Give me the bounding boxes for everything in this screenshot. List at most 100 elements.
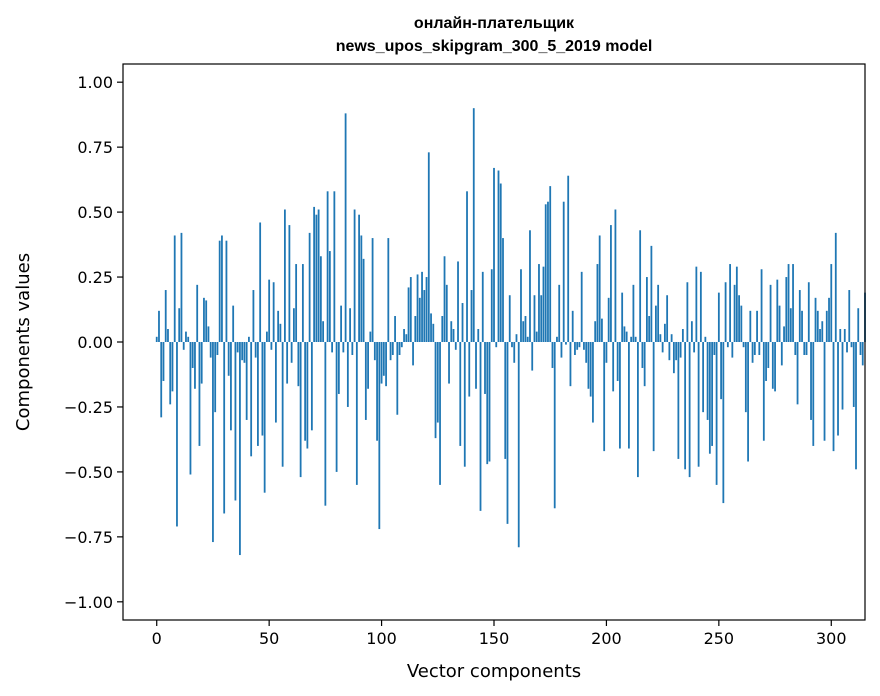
bar-249 [715,342,718,485]
bar-87 [351,342,354,355]
bar-235 [684,342,687,470]
bar-290 [807,282,810,342]
bar-295 [819,329,821,342]
x-tick-label: 150 [479,629,510,648]
bar-2 [160,342,163,418]
bar-264 [749,310,752,342]
bar-210 [628,342,630,449]
bar-260 [740,305,743,342]
bar-32 [227,342,230,376]
bar-169 [535,331,538,342]
bar-155 [504,342,507,459]
bar-154 [502,238,504,342]
bar-96 [371,238,374,342]
bar-141 [472,108,475,343]
bar-62 [295,264,298,342]
bar-263 [747,342,749,462]
bar-292 [812,342,815,446]
bar-149 [490,269,493,342]
bar-213 [634,336,637,342]
bar-42 [250,342,253,457]
bar-197 [598,235,601,342]
bar-222 [654,305,657,342]
bar-23 [207,326,210,342]
bar-64 [299,342,302,478]
bar-145 [481,271,484,342]
bar-258 [735,266,738,342]
bar-128 [443,256,446,342]
bar-129 [445,284,448,342]
bar-58 [286,342,289,384]
x-tick-label: 0 [152,629,162,648]
bar-133 [454,342,457,350]
bar-91 [360,235,363,342]
bar-281 [787,264,790,342]
bar-276 [776,279,779,342]
bar-269 [760,269,763,342]
bar-293 [814,297,817,342]
bar-105 [391,342,394,355]
bar-63 [297,342,300,387]
bar-241 [697,342,700,467]
bar-82 [340,305,343,342]
bar-118 [421,271,423,342]
bar-147 [486,342,489,465]
bar-11 [180,232,183,342]
bar-122 [430,313,432,342]
bar-204 [614,209,617,342]
bar-4 [164,290,167,342]
y-tick-label: 0.75 [77,138,113,157]
bar-111 [405,334,408,342]
bar-183 [567,175,570,342]
bar-115 [414,316,417,342]
bar-305 [841,342,844,410]
y-axis: −1.00 −0.75 −0.50 −0.25 0.00 0.25 0.50 0.75 1.00 [64,73,123,612]
bar-277 [778,305,781,342]
bar-24 [209,342,212,358]
bar-306 [843,329,846,342]
x-tick-label: 300 [816,629,847,648]
bar-46 [259,222,262,342]
bar-181 [562,201,565,342]
bar-7 [171,342,174,392]
bar-167 [531,342,534,371]
bar-123 [432,323,435,342]
bar-73 [319,256,322,342]
bar-152 [497,170,500,342]
bar-153 [499,183,502,342]
bar-232 [677,342,680,459]
bar-110 [403,329,405,342]
bar-37 [239,342,241,556]
bar-192 [587,342,590,389]
bar-284 [794,342,797,355]
bar-71 [315,214,318,342]
x-tick-label: 100 [366,629,397,648]
bar-298 [825,310,828,342]
bar-89 [355,342,358,485]
y-tick-label: −0.75 [64,528,113,547]
bar-18 [196,284,199,342]
bar-160 [515,334,518,342]
bar-101 [382,342,385,376]
bar-252 [722,342,725,504]
bar-208 [623,326,626,342]
bar-267 [756,310,758,342]
bar-296 [821,321,824,342]
bar-119 [423,290,426,342]
bar-209 [625,331,628,342]
bar-65 [301,264,304,342]
bar-188 [578,342,581,348]
bar-88 [353,209,356,342]
bar-259 [738,295,740,342]
bar-59 [288,225,291,342]
bar-176 [551,342,554,368]
bar-74 [322,321,325,342]
bar-61 [292,308,295,342]
y-tick-label: −1.00 [64,593,113,612]
bar-107 [396,342,399,415]
y-tick-label: 0.00 [77,333,113,352]
bar-312 [857,308,860,342]
bar-144 [479,342,482,511]
bar-13 [185,331,187,342]
bar-53 [274,342,277,423]
